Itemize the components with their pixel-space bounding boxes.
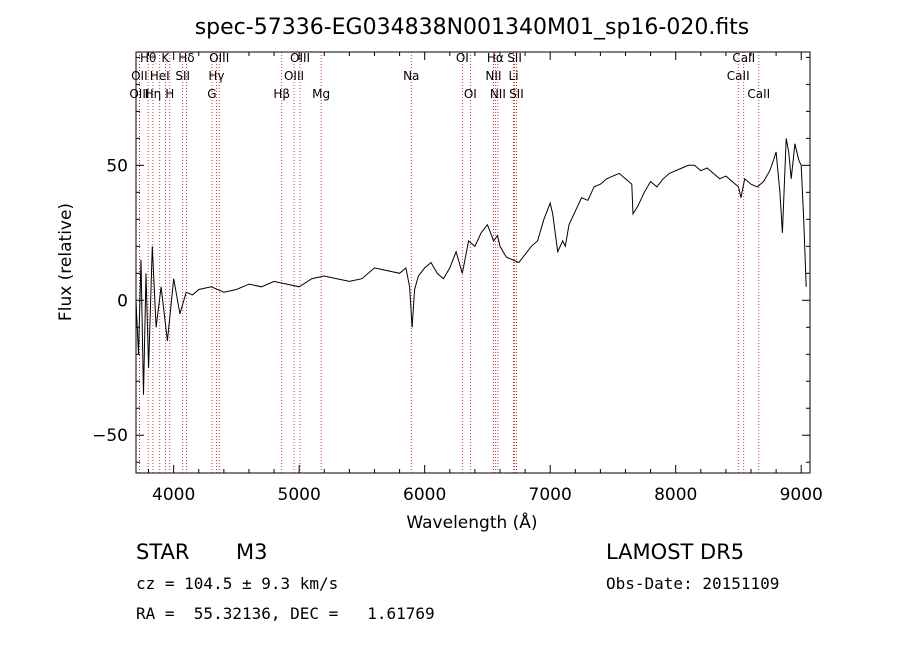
y-axis-label: Flux (relative) — [56, 203, 76, 321]
spectrum-line — [135, 138, 807, 395]
line-label-20: H — [165, 87, 174, 101]
line-label-8: CaII — [732, 51, 755, 65]
line-label-7: SII — [507, 51, 522, 65]
x-tick-label-0: 4000 — [152, 485, 195, 505]
y-tick-label-1: 0 — [117, 291, 128, 311]
y-tick-label-0: −50 — [92, 426, 128, 446]
line-label-16: Li — [509, 69, 519, 83]
axis-ticks — [136, 52, 810, 473]
x-tick-label-2: 6000 — [403, 485, 446, 505]
line-label-0: Hθ — [140, 51, 156, 65]
line-label-4: OIII — [290, 51, 310, 65]
line-label-25: NII — [490, 87, 506, 101]
line-label-3: OIII — [209, 51, 229, 65]
line-label-18: OIII — [129, 87, 149, 101]
x-tick-label-4: 8000 — [654, 485, 697, 505]
line-label-11: SII — [175, 69, 190, 83]
line-label-21: G — [207, 87, 216, 101]
line-label-10: HeI — [150, 69, 170, 83]
line-label-19: Hη — [145, 87, 162, 101]
line-label-26: SII — [509, 87, 524, 101]
line-label-6: Hα — [487, 51, 504, 65]
line-label-12: Hγ — [208, 69, 224, 83]
line-label-27: CaII — [747, 87, 770, 101]
line-label-5: OI — [456, 51, 469, 65]
x-axis-label: Wavelength (Å) — [406, 511, 537, 533]
x-tick-label-1: 5000 — [278, 485, 321, 505]
observation-date: Obs-Date: 20151109 — [606, 574, 780, 593]
line-label-14: Na — [403, 69, 419, 83]
object-subclass: M3 — [236, 540, 268, 564]
object-type: STAR — [136, 540, 190, 564]
line-label-24: OI — [464, 87, 477, 101]
axis-tick-labels: 4000 5000 6000 7000 8000 9000 −50 0 50 — [92, 156, 823, 505]
line-label-13: OIII — [284, 69, 304, 83]
chart-title: spec-57336-EG034838N001340M01_sp16-020.f… — [195, 15, 750, 40]
line-label-23: Mg — [312, 87, 330, 101]
ra-dec-coordinates: RA = 55.32136, DEC = 1.61769 — [136, 604, 435, 623]
line-label-9: OII — [131, 69, 148, 83]
y-tick-label-2: 50 — [106, 156, 128, 176]
survey-name: LAMOST DR5 — [606, 540, 745, 564]
line-label-22: Hβ — [273, 87, 290, 101]
line-label-15: NII — [485, 69, 501, 83]
line-label-2: Hδ — [178, 51, 194, 65]
plot-frame — [135, 51, 811, 474]
line-label-1: K — [161, 51, 170, 65]
x-tick-label-5: 9000 — [780, 485, 823, 505]
redshift-cz: cz = 104.5 ± 9.3 km/s — [136, 574, 339, 593]
x-tick-label-3: 7000 — [529, 485, 572, 505]
line-label-17: CaII — [727, 69, 750, 83]
spectral-line-markers — [138, 52, 760, 473]
